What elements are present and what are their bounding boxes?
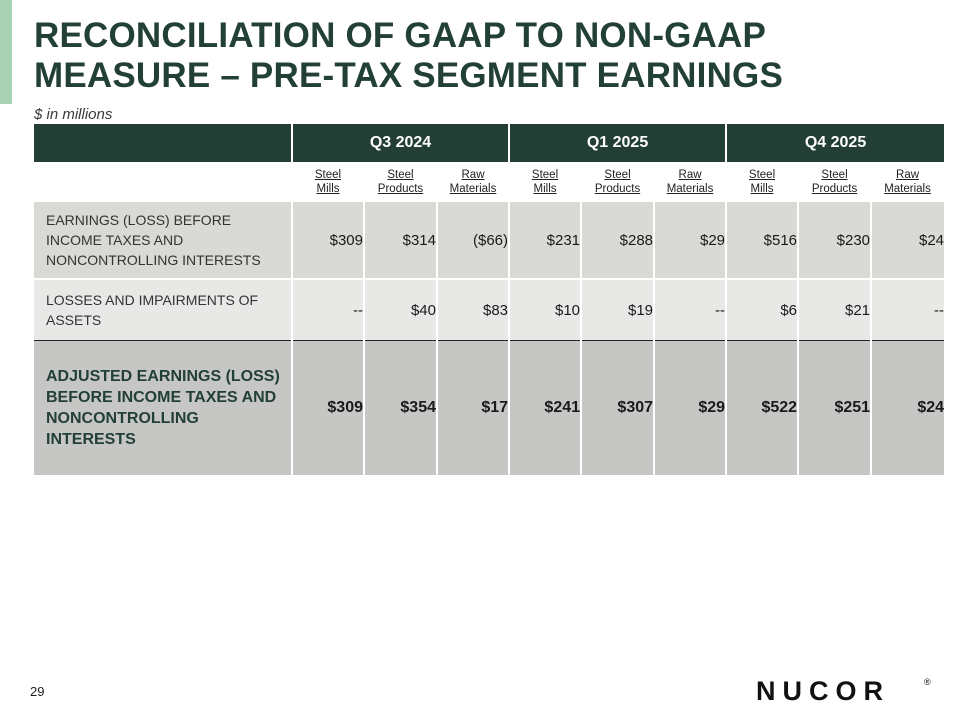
- row-label: LOSSES AND IMPAIRMENTS OF ASSETS: [34, 279, 292, 341]
- page-number: 29: [30, 684, 45, 699]
- table-cell: $516: [725, 202, 799, 280]
- table-cell: $83: [435, 279, 510, 341]
- table-cell: $29: [653, 340, 727, 475]
- row-label: EARNINGS (LOSS) BEFORE INCOME TAXES AND …: [34, 202, 292, 280]
- segment-header-raw-materials: Raw Materials: [871, 162, 944, 202]
- table-cell: $24: [870, 340, 945, 475]
- table-cell: $231: [508, 202, 582, 280]
- registered-mark-icon: ®: [924, 677, 931, 687]
- table-cell: $288: [580, 202, 655, 280]
- table-cell: $40: [363, 279, 437, 341]
- table-cell: $309: [291, 340, 364, 475]
- accent-bar: [0, 0, 12, 104]
- segment-label-line1: Raw: [896, 169, 920, 181]
- table-cell: $251: [797, 340, 872, 475]
- segment-header-steel-mills: Steel Mills: [509, 162, 581, 202]
- segment-label-line2: Products: [811, 183, 858, 195]
- segment-header-blank: [34, 162, 292, 202]
- segment-label-line1: Steel: [748, 169, 776, 181]
- segment-header-steel-mills: Steel Mills: [726, 162, 798, 202]
- units-note: $ in millions: [34, 106, 113, 123]
- segment-label-line2: Materials: [666, 183, 714, 195]
- table-cell: --: [653, 279, 727, 341]
- table-row-earnings-before-taxes: EARNINGS (LOSS) BEFORE INCOME TAXES AND …: [34, 202, 945, 280]
- segment-label-line1: Steel: [387, 169, 414, 181]
- segment-label-line2: Mills: [316, 183, 340, 195]
- table-cell: $29: [653, 202, 727, 280]
- table-cell: $354: [363, 340, 437, 475]
- table-cell: $10: [508, 279, 582, 341]
- title-line-1: RECONCILIATION OF GAAP TO NON-GAAP: [34, 16, 767, 55]
- table-cell: ($66): [435, 202, 510, 280]
- segment-label-line1: Steel: [531, 169, 559, 181]
- segment-label-line2: Mills: [750, 183, 774, 195]
- segment-label-line2: Products: [377, 183, 424, 195]
- nucor-logo: NUCOR ®: [756, 676, 931, 704]
- table-cell: $19: [580, 279, 655, 341]
- segment-label-line1: Steel: [314, 169, 342, 181]
- segment-label-line2: Products: [594, 183, 641, 195]
- table-cell: $17: [435, 340, 510, 475]
- period-header-q1-2025: Q1 2025: [508, 124, 727, 162]
- period-header-q4-2025: Q4 2025: [725, 124, 945, 162]
- table-cell: $230: [797, 202, 872, 280]
- table-cell: $309: [291, 202, 364, 280]
- table-cell: $24: [870, 202, 945, 280]
- segment-label-line1: Raw: [461, 169, 485, 181]
- table-cell: $21: [797, 279, 872, 341]
- segment-header-steel-products: Steel Products: [364, 162, 437, 202]
- segment-label-line2: Materials: [449, 183, 497, 195]
- segment-header-steel-products: Steel Products: [798, 162, 871, 202]
- table-row-losses-and-impairments: LOSSES AND IMPAIRMENTS OF ASSETS -- $40 …: [34, 279, 945, 341]
- segment-label-line1: Raw: [678, 169, 702, 181]
- segment-label-line2: Materials: [884, 183, 931, 195]
- table-cell: $307: [580, 340, 655, 475]
- table-cell: --: [870, 279, 945, 341]
- table-cell: $241: [508, 340, 582, 475]
- segment-header-steel-products: Steel Products: [581, 162, 654, 202]
- table-cell: --: [291, 279, 364, 341]
- segment-header-raw-materials: Raw Materials: [437, 162, 509, 202]
- table-cell: $522: [725, 340, 799, 475]
- period-header-row: Q3 2024 Q1 2025 Q4 2025: [34, 124, 945, 162]
- segment-header-row: Steel Mills Steel Products Raw Materials St…: [34, 162, 944, 202]
- table-cell: $314: [363, 202, 437, 280]
- segment-label-line1: Steel: [604, 169, 631, 181]
- segment-label-line2: Mills: [533, 183, 557, 195]
- table-row-adjusted-earnings: ADJUSTED EARNINGS (LOSS) BEFORE INCOME T…: [34, 340, 945, 475]
- title-line-2: MEASURE – PRE-TAX SEGMENT EARNINGS: [34, 56, 784, 95]
- row-label: ADJUSTED EARNINGS (LOSS) BEFORE INCOME T…: [34, 340, 292, 475]
- logo-text: NUCOR: [756, 676, 890, 704]
- header-blank: [34, 124, 292, 162]
- segment-header-steel-mills: Steel Mills: [292, 162, 364, 202]
- segment-header-raw-materials: Raw Materials: [654, 162, 726, 202]
- table-cell: $6: [725, 279, 799, 341]
- reconciliation-table: Q3 2024 Q1 2025 Q4 2025 Steel Mills Steel…: [34, 124, 945, 475]
- segment-label-line1: Steel: [821, 169, 848, 181]
- period-header-q3-2024: Q3 2024: [290, 124, 510, 162]
- page-title: RECONCILIATION OF GAAP TO NON-GAAP MEASU…: [34, 16, 934, 96]
